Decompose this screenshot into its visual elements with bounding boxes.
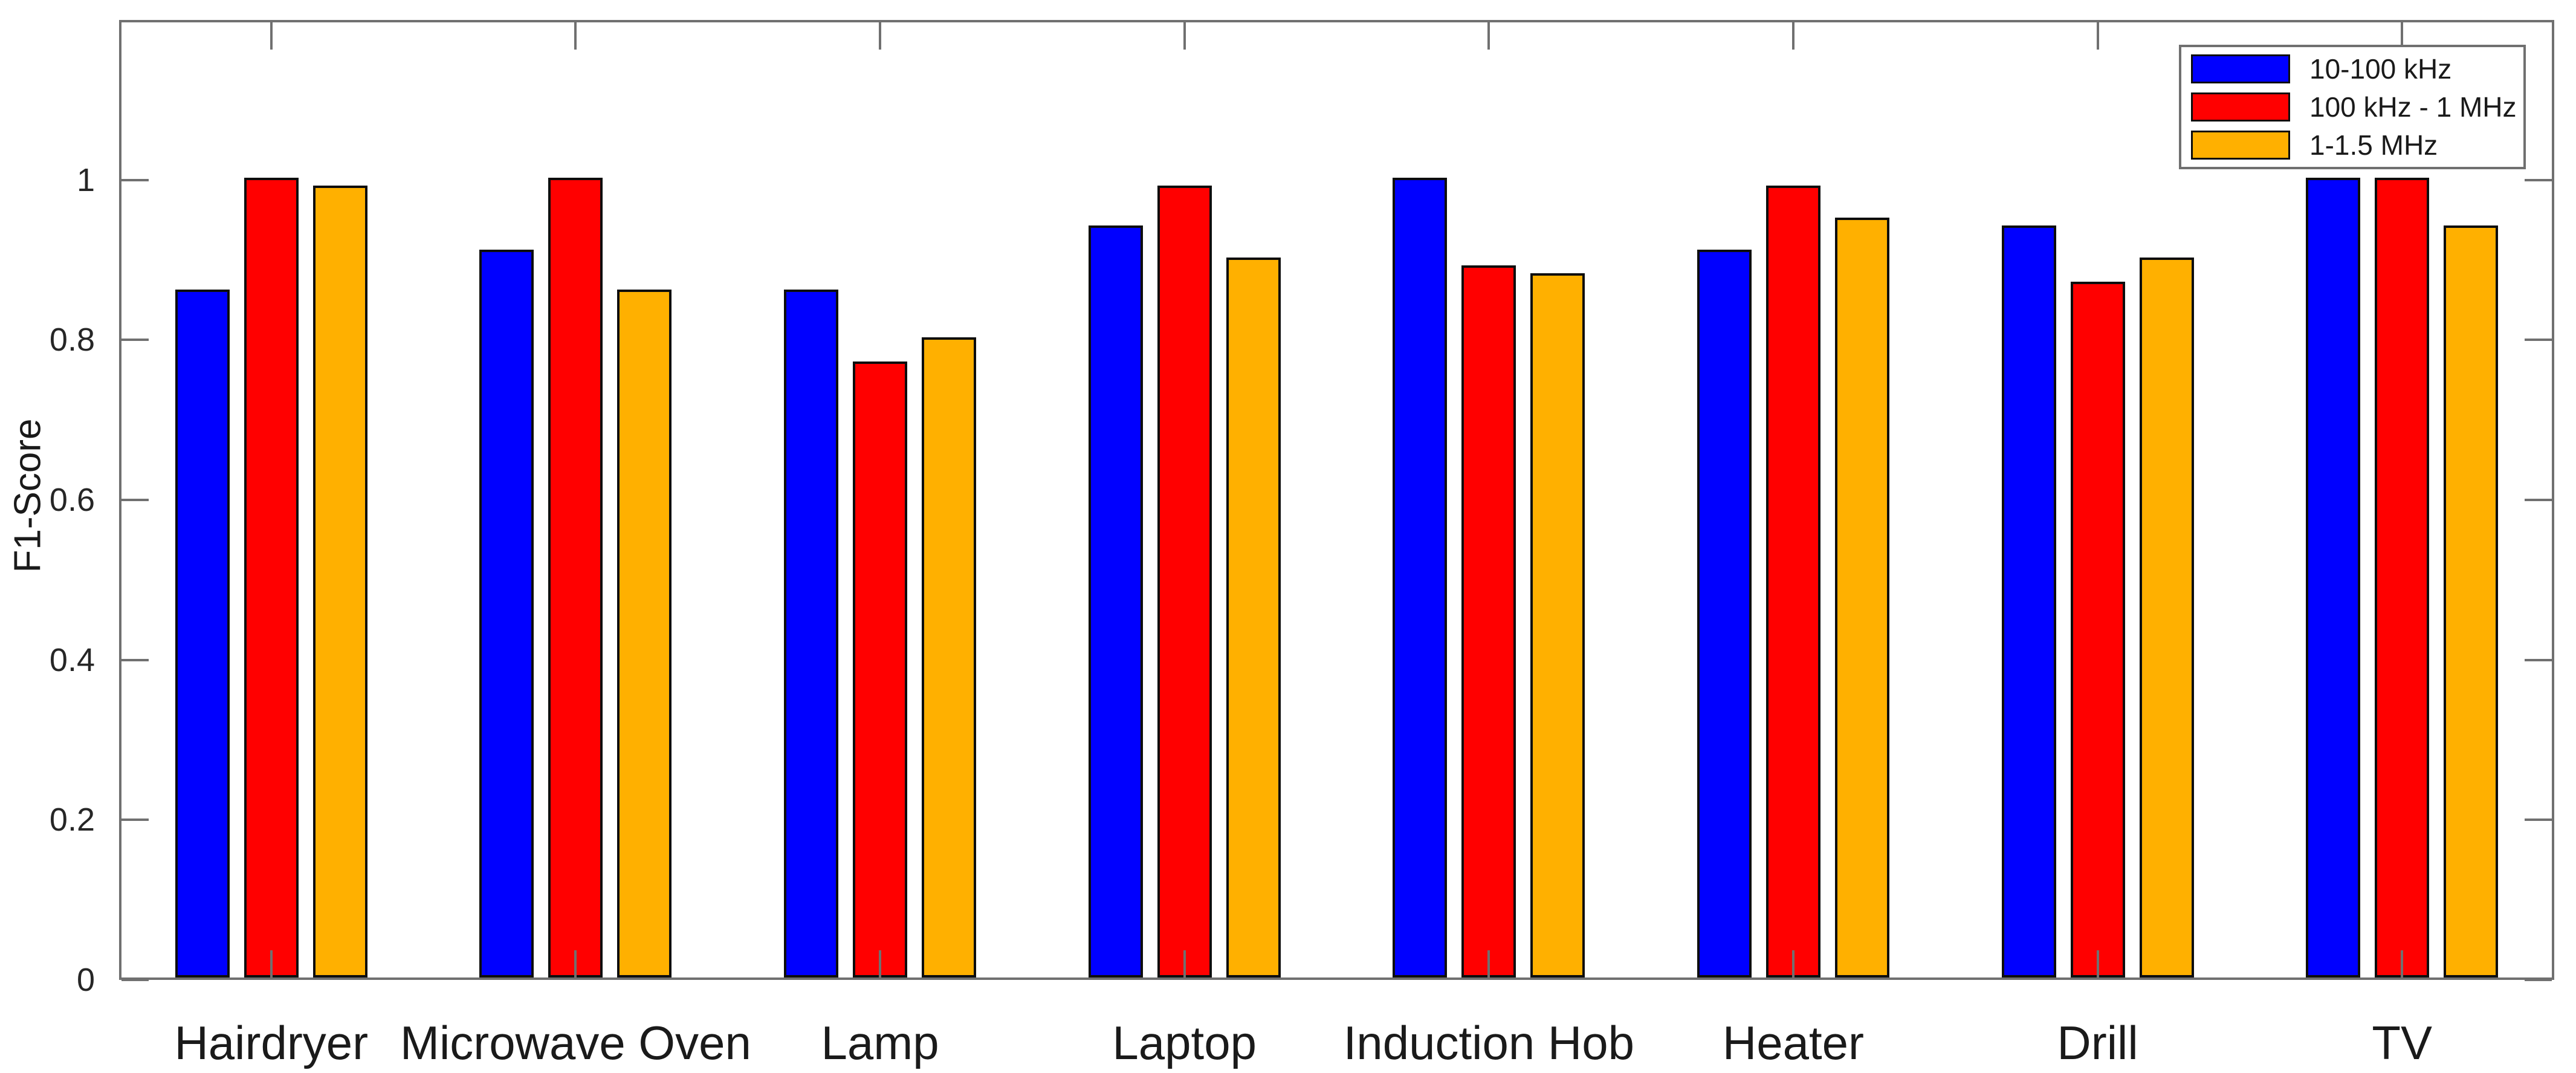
bar-10-100-khz [1088,225,1143,977]
legend-swatch-1-1-5-mhz [2191,131,2290,160]
bar-100-khz-1-mhz [1765,186,1820,977]
y-tick-right [2525,979,2552,981]
x-category-label: Induction Hob [1343,1016,1634,1069]
y-tick-right [2525,339,2552,342]
bar-10-100-khz [2001,225,2056,977]
x-tick-top [2096,22,2099,50]
x-tick-bottom [1791,950,1794,977]
bar-1-1-5-mhz [1530,273,1585,977]
bar-100-khz-1-mhz [1157,186,1212,977]
y-tick-label: 1 [76,161,95,198]
legend-item: 1-1.5 MHz [2181,129,2523,161]
legend-item: 100 kHz - 1 MHz [2181,91,2523,123]
y-tick-left [121,339,149,342]
legend-box: 10-100 kHz 100 kHz - 1 MHz 1-1.5 MHz [2179,45,2526,169]
bar-100-khz-1-mhz [2070,282,2125,977]
x-tick-bottom [1183,950,1186,977]
y-axis-label: F1-Score [7,418,49,573]
x-tick-top [1487,22,1490,50]
bar-10-100-khz [175,290,230,977]
y-tick-label: 0.2 [49,802,95,838]
y-tick-left [121,819,149,822]
bar-1-1-5-mhz [617,290,672,977]
y-tick-label: 0.8 [49,322,95,358]
x-category-label: Heater [1722,1016,1864,1069]
legend-label: 1-1.5 MHz [2309,129,2438,161]
x-tick-top [879,22,882,50]
x-tick-bottom [574,950,577,977]
bar-1-1-5-mhz [2444,225,2499,977]
y-tick-label: 0.4 [49,641,95,678]
x-category-label: Lamp [821,1016,939,1069]
bar-1-1-5-mhz [1226,258,1281,977]
legend-label: 100 kHz - 1 MHz [2309,91,2517,123]
x-tick-bottom [879,950,882,977]
bar-1-1-5-mhz [2139,258,2194,977]
x-tick-bottom [270,950,273,977]
bar-10-100-khz [784,290,839,977]
bar-1-1-5-mhz [922,337,977,977]
legend-item: 10-100 kHz [2181,53,2523,85]
x-category-label: Laptop [1112,1016,1257,1069]
bar-100-khz-1-mhz [1461,265,1516,977]
x-category-label: Hairdryer [174,1016,369,1069]
y-tick-left [121,658,149,661]
x-category-label: Microwave Oven [400,1016,751,1069]
y-tick-left [121,178,149,181]
y-tick-label: 0.6 [49,482,95,518]
legend-label: 10-100 kHz [2309,53,2452,85]
x-tick-bottom [2096,950,2099,977]
plot-area [119,20,2554,981]
bar-1-1-5-mhz [1834,218,1889,977]
bar-100-khz-1-mhz [2375,178,2430,977]
bar-1-1-5-mhz [312,186,367,977]
y-tick-right [2525,178,2552,181]
bar-10-100-khz [1393,178,1448,977]
bar-100-khz-1-mhz [853,361,908,977]
y-tick-right [2525,658,2552,661]
legend-swatch-10-100-khz [2191,54,2290,83]
x-category-label: TV [2372,1016,2433,1069]
x-tick-top [1791,22,1794,50]
y-tick-right [2525,819,2552,822]
x-tick-bottom [1487,950,1490,977]
x-tick-bottom [2401,950,2404,977]
bar-100-khz-1-mhz [548,178,603,977]
y-tick-right [2525,499,2552,501]
bar-10-100-khz [2306,178,2361,977]
x-tick-top [1183,22,1186,50]
x-category-label: Drill [2057,1016,2138,1069]
legend-swatch-100-khz-1-mhz [2191,92,2290,122]
bar-10-100-khz [1697,250,1752,977]
bar-10-100-khz [479,250,534,977]
x-tick-top [2401,22,2404,50]
y-tick-left [121,979,149,981]
y-tick-left [121,499,149,501]
bar-100-khz-1-mhz [244,178,299,977]
x-tick-top [574,22,577,50]
x-tick-top [270,22,273,50]
y-tick-label: 0 [76,962,95,998]
